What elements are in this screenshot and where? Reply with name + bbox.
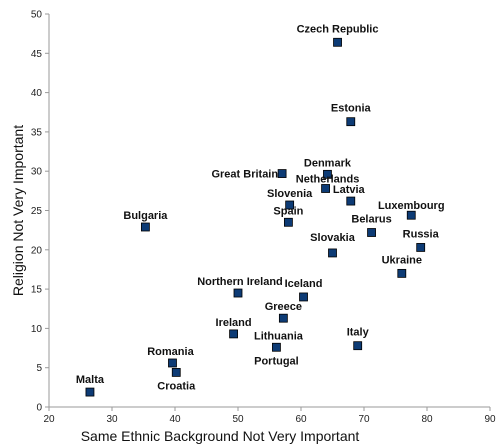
data-point (328, 248, 337, 258)
y-tick-label: 40 (31, 88, 43, 99)
point-label: Estonia (331, 103, 372, 115)
x-tick-label: 90 (484, 414, 496, 425)
y-tick-label: 15 (31, 285, 43, 296)
y-tick-label: 35 (31, 127, 43, 138)
point-label: Ireland (216, 317, 252, 329)
y-axis-title: Religion Not Very Important (10, 125, 26, 296)
point-label: Romania (147, 346, 194, 358)
y-tick-label: 50 (31, 10, 43, 21)
data-point (278, 313, 288, 323)
point-label: Latvia (333, 184, 366, 196)
point-label: Netherlands (296, 173, 360, 185)
data-point (416, 243, 426, 252)
x-tick-label: 30 (106, 414, 118, 425)
data-point (397, 268, 407, 278)
point-label: Northern Ireland (197, 276, 283, 288)
data-point (321, 184, 330, 193)
y-tick-label: 45 (31, 49, 43, 60)
point-label: Malta (76, 374, 105, 386)
point-label: Ukraine (382, 254, 422, 266)
point-label: Russia (403, 228, 440, 240)
point-label: Lithuania (254, 330, 304, 342)
data-point (299, 292, 308, 302)
y-tick-label: 30 (31, 167, 43, 178)
ticks: 0 5 10 15 20 25 30 35 40 45 50 20 30 40 50 60 70 80 90 (31, 10, 496, 426)
data-point (229, 329, 238, 339)
data-point (353, 341, 363, 351)
data-point (346, 117, 356, 127)
point-label: Slovenia (267, 188, 313, 200)
point-label: Iceland (285, 278, 323, 290)
point-label: Great Britain (211, 169, 278, 181)
y-tick-label: 10 (31, 324, 43, 335)
data-point (367, 228, 376, 237)
data-point (323, 169, 332, 179)
data-point (283, 217, 293, 227)
x-axis-title: Same Ethnic Background Not Very Importan… (81, 428, 360, 444)
data-point (277, 169, 287, 178)
x-tick-label: 20 (43, 414, 55, 425)
point-label: Bulgaria (123, 210, 168, 222)
point-label: Croatia (157, 380, 196, 392)
data-point (171, 368, 181, 377)
x-tick-label: 50 (232, 414, 244, 425)
data-points (85, 37, 426, 397)
y-tick-label: 0 (36, 403, 42, 414)
point-label: Belarus (351, 214, 391, 226)
data-point (85, 387, 95, 397)
x-tick-label: 80 (421, 414, 433, 425)
point-labels: Czech Republic Estonia Great Britain Denmar… (76, 23, 445, 392)
y-tick-label: 20 (31, 245, 43, 256)
y-tick-label: 25 (31, 206, 43, 217)
data-point (333, 37, 342, 47)
point-label: Slovakia (310, 232, 356, 244)
point-label: Denmark (304, 157, 352, 169)
data-point (406, 210, 416, 220)
point-label: Spain (273, 205, 303, 217)
point-label: Greece (265, 301, 302, 313)
x-tick-label: 60 (295, 414, 307, 425)
data-point (272, 342, 281, 352)
y-tick-label: 5 (36, 363, 42, 374)
point-label: Czech Republic (297, 23, 379, 35)
data-point (168, 358, 177, 368)
data-point (346, 196, 356, 206)
point-label: Portugal (254, 355, 299, 367)
x-tick-label: 70 (358, 414, 370, 425)
point-label: Luxembourg (378, 200, 445, 212)
data-point (140, 222, 150, 232)
data-point (233, 288, 243, 298)
x-tick-label: 40 (169, 414, 181, 425)
point-label: Italy (347, 327, 370, 339)
data-point (285, 200, 295, 210)
